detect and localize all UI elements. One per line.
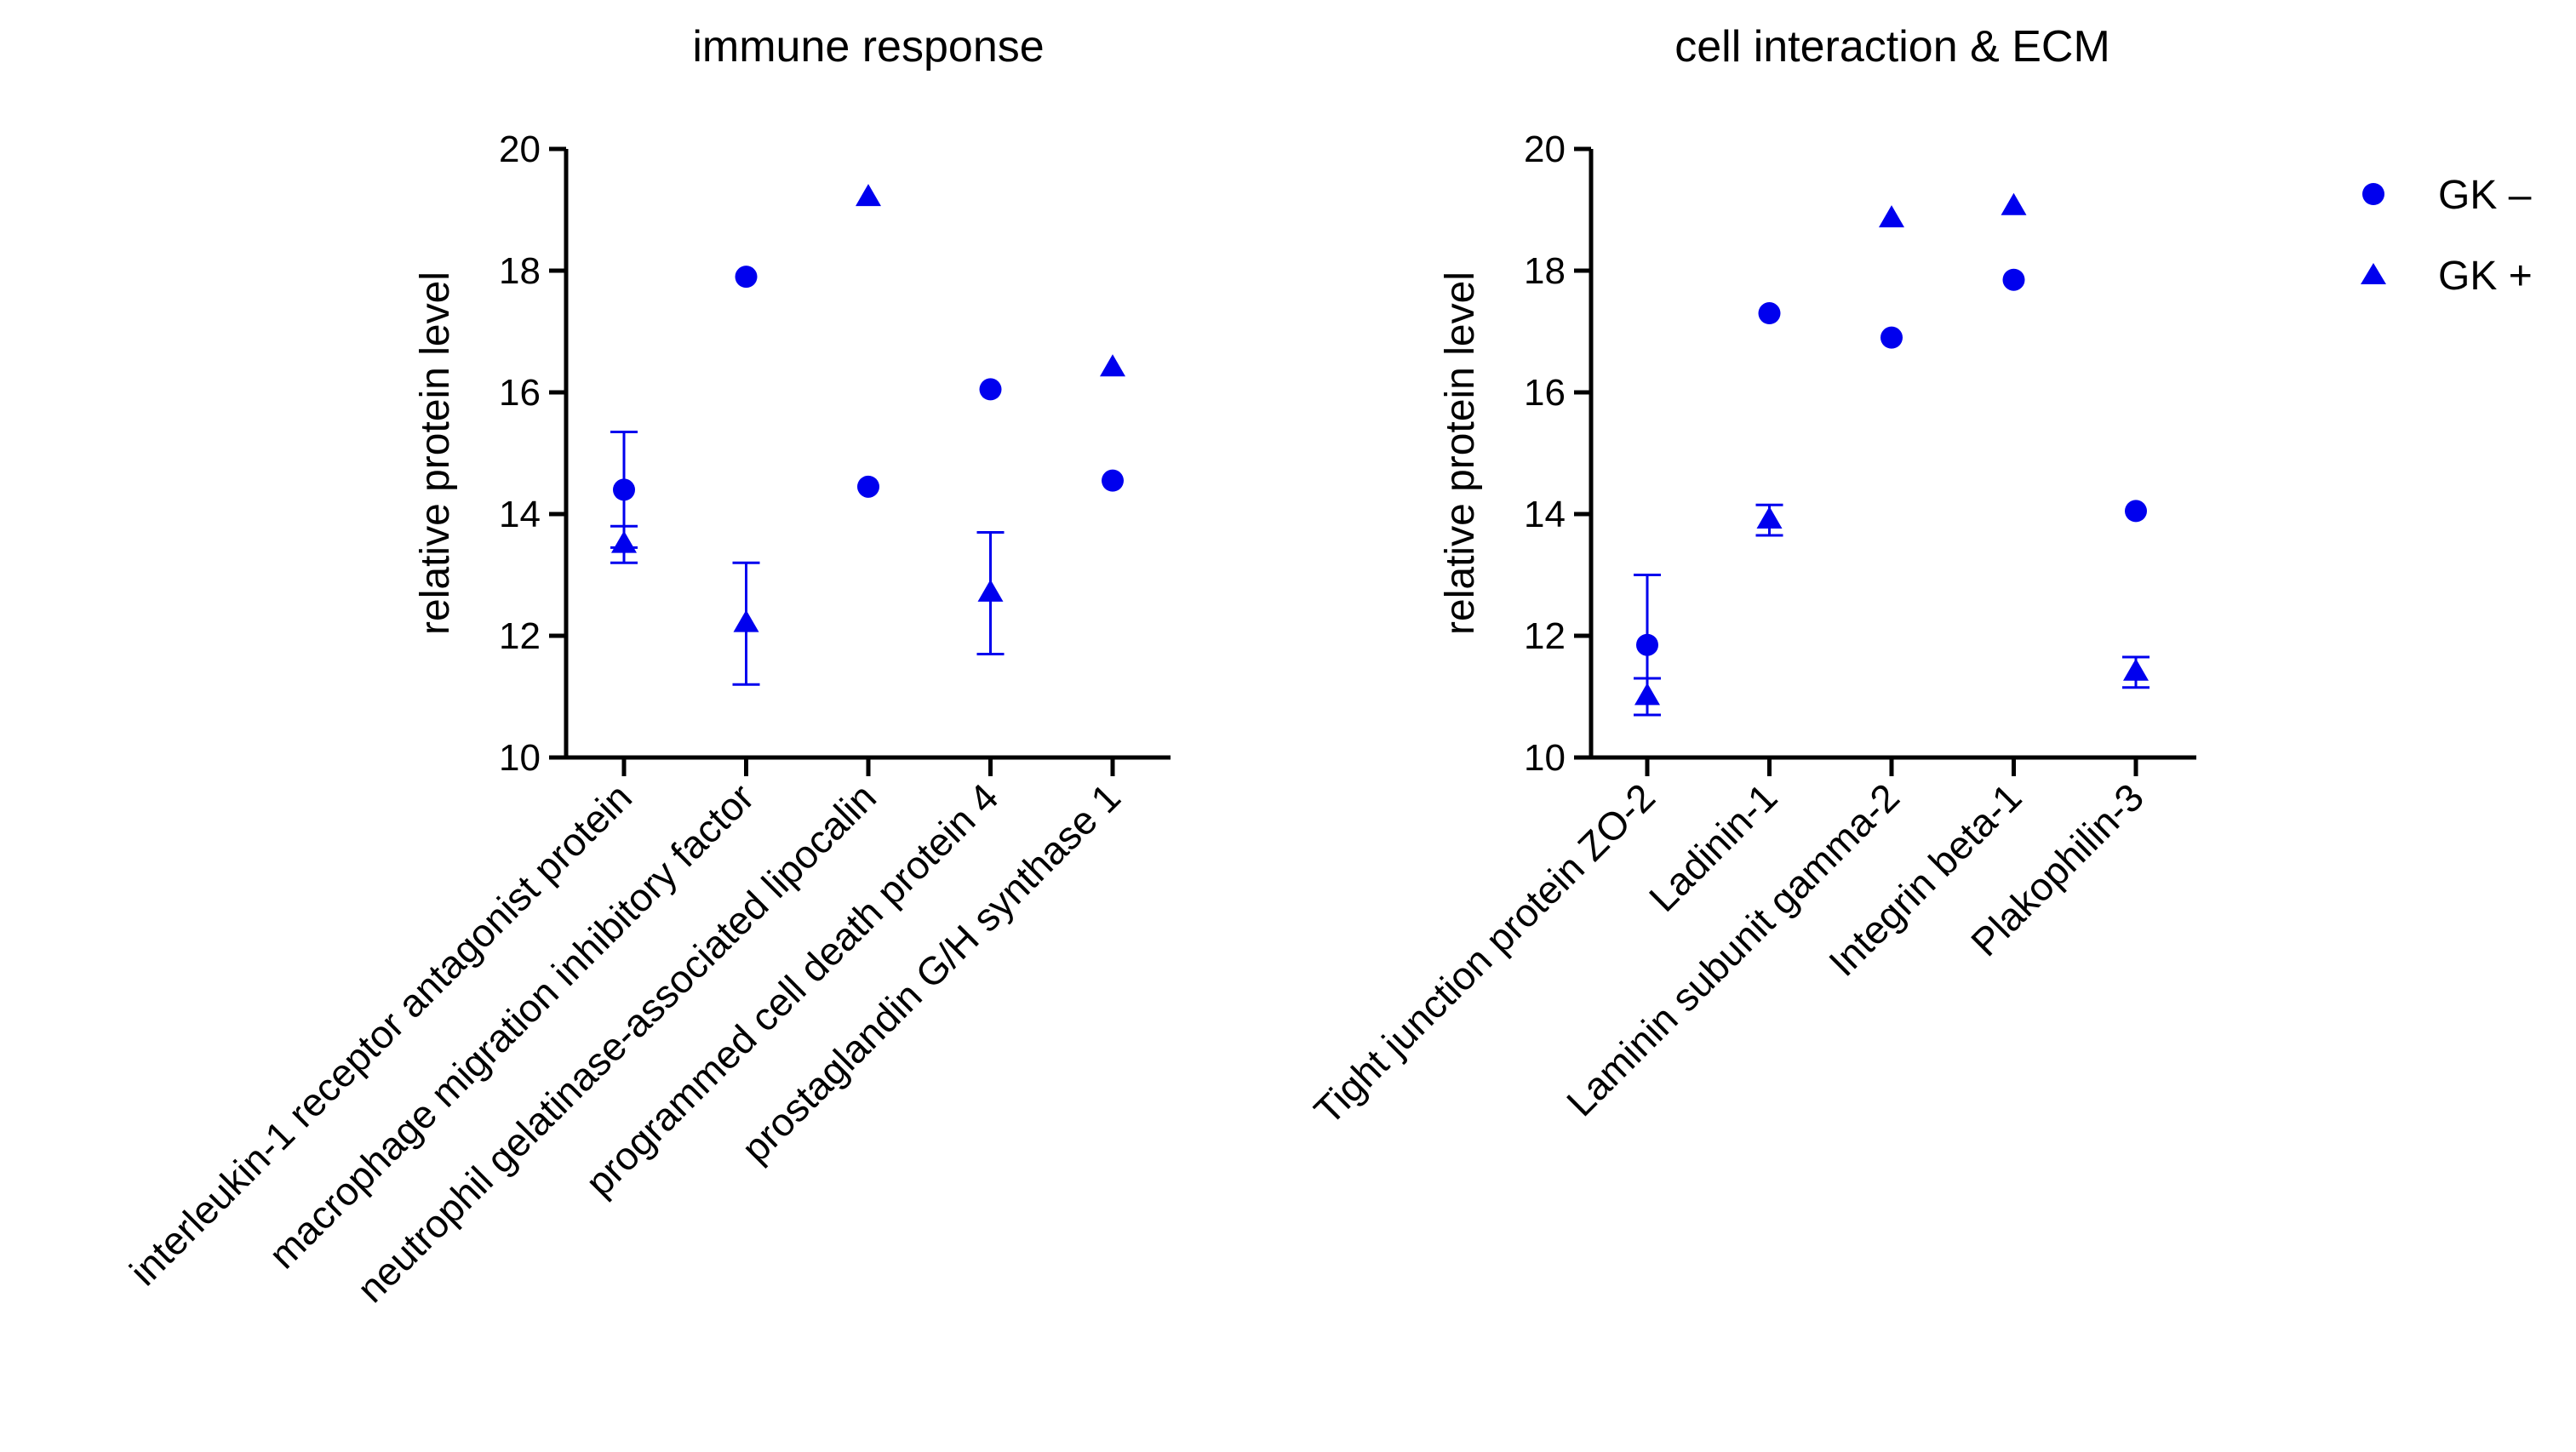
y-tick-label: 20 (1524, 129, 1566, 170)
data-point-triangle (611, 530, 637, 553)
data-point-circle (735, 266, 758, 289)
legend: GK – GK + (2361, 173, 2533, 299)
x-tick-label-neutrophil-gelatinase-associated-lipocalin: neutrophil gelatinase-associated lipocal… (348, 775, 884, 1311)
data-point-circle (2002, 268, 2025, 291)
legend-triangle-marker (2361, 263, 2386, 284)
data-point-triangle (1879, 205, 1904, 228)
data-point-circle (1102, 469, 1124, 492)
y-tick-label: 12 (499, 615, 541, 657)
y-tick-label: 20 (499, 129, 541, 170)
y-tick-label: 10 (1524, 737, 1566, 779)
chart-cell-interaction-ecm: cell interaction & ECM relative protein l… (1305, 22, 2196, 1133)
y-tick-label: 14 (499, 494, 541, 535)
y-tick-label: 10 (499, 737, 541, 779)
y-tick-label: 14 (1524, 494, 1566, 535)
data-point-triangle (1100, 354, 1125, 377)
data-point-circle (2125, 500, 2147, 523)
y-tick-label: 12 (1524, 615, 1566, 657)
data-point-circle (613, 478, 635, 501)
legend-circle-marker (2362, 183, 2384, 205)
chart-title: cell interaction & ECM (1674, 22, 2110, 71)
data-point-triangle (2001, 192, 2027, 215)
y-tick-label: 18 (499, 250, 541, 292)
x-tick-label-macrophage-migration-inhibitory-factor: macrophage migration inhibitory factor (260, 775, 763, 1277)
data-point-circle (1880, 326, 1903, 349)
data-point-triangle (856, 184, 881, 207)
data-point-circle (1758, 302, 1781, 325)
legend-item-gk-minus: GK – (2362, 173, 2532, 218)
y-tick-label: 16 (499, 372, 541, 414)
y-tick-label: 16 (1524, 372, 1566, 414)
legend-item-gk-plus: GK + (2361, 254, 2533, 299)
data-point-triangle (733, 609, 759, 632)
y-tick-label: 18 (1524, 250, 1566, 292)
data-point-triangle (1756, 506, 1783, 529)
data-point-triangle (2123, 658, 2149, 681)
chart-title: immune response (692, 22, 1044, 71)
legend-label-gk-plus: GK + (2438, 254, 2533, 299)
data-point-triangle (977, 579, 1004, 602)
chart-immune-response: immune response relative protein level 10 1… (121, 22, 1171, 1311)
legend-label-gk-minus: GK – (2438, 173, 2532, 218)
x-tick-label-interleukin-1-receptor-antagonist-protein: interleukin-1 receptor antagonist protei… (121, 775, 640, 1294)
data-point-triangle (1634, 683, 1660, 706)
y-axis-label: relative protein level (1438, 272, 1483, 635)
y-axis-label: relative protein level (413, 272, 458, 635)
data-point-circle (979, 378, 1002, 401)
data-point-circle (1636, 633, 1658, 656)
data-point-circle (857, 475, 879, 498)
